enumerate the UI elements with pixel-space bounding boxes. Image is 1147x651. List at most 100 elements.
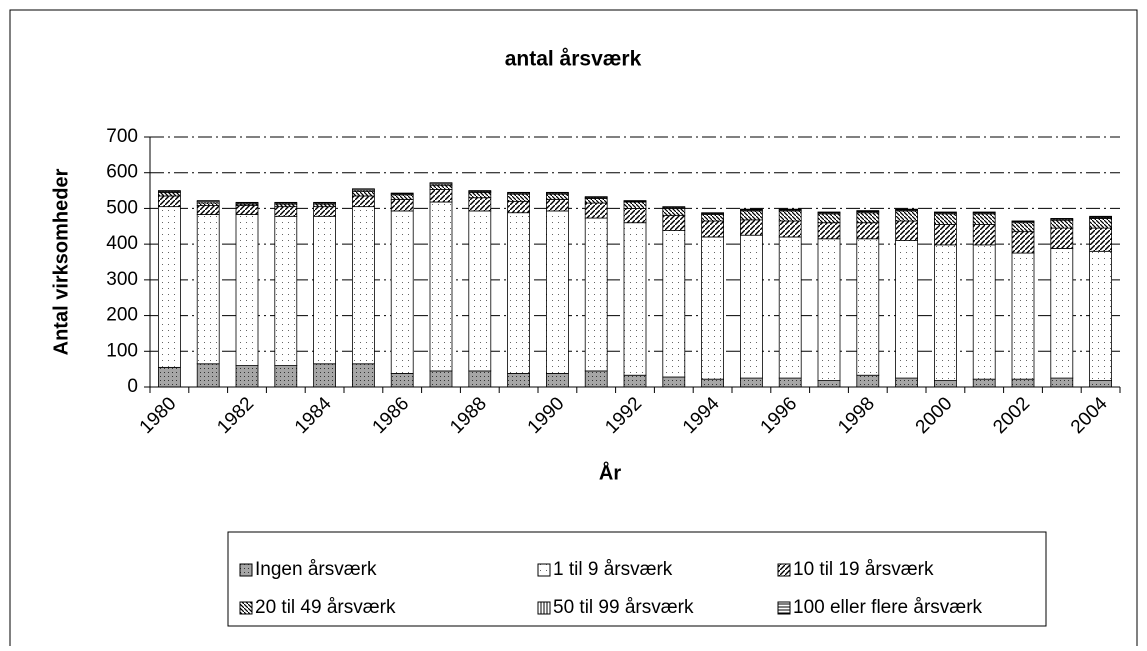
bar-segment [740, 234, 763, 379]
y-tick-label: 600 [106, 162, 138, 183]
bar-segment [817, 211, 841, 214]
bar-segment [468, 191, 492, 199]
bar-segment [157, 206, 181, 368]
bar-segment [313, 215, 337, 365]
bar-segment [584, 370, 608, 388]
bar-segment [701, 212, 724, 214]
bar-segment [274, 201, 298, 204]
bar-segment [546, 191, 569, 194]
bar-segment [856, 222, 880, 240]
legend-swatch [239, 601, 253, 615]
bar-segment [1089, 227, 1112, 252]
bar-segment [662, 206, 686, 208]
x-axis-title: År [599, 460, 621, 484]
bar-segment [351, 206, 375, 365]
bar-segment [468, 190, 492, 192]
bar-segment [196, 205, 220, 215]
bar-segment [507, 373, 531, 388]
bar-segment [856, 374, 880, 388]
legend-label: 50 til 99 årsværk [553, 597, 694, 618]
bar-segment [623, 200, 647, 202]
bar-segment [584, 202, 608, 219]
bar-segment [623, 374, 647, 388]
bar-segment [740, 219, 763, 236]
legend-swatch [537, 563, 551, 577]
bar-segment [623, 208, 647, 224]
bar-segment [429, 182, 453, 185]
bar-segment [274, 206, 298, 217]
bar-segment [895, 240, 918, 379]
bar-segment [662, 215, 686, 231]
bar-segment [351, 188, 375, 191]
legend-box [227, 531, 1047, 627]
legend-label: 10 til 19 årsværk [793, 559, 934, 580]
chart-title: antal årsværk [505, 48, 642, 71]
bar-segment [1011, 252, 1035, 380]
bar-segment [1050, 377, 1074, 388]
bar-segment [546, 210, 569, 374]
bar-segment [856, 210, 880, 213]
bar-segment [817, 238, 841, 381]
bar-segment [856, 212, 880, 224]
bar-segment [895, 377, 918, 388]
bar-segment [429, 184, 453, 190]
y-tick-label: 400 [106, 233, 138, 254]
y-tick-label: 500 [106, 197, 138, 218]
bar-segment [1050, 248, 1074, 379]
bar-segment [623, 201, 647, 209]
bar-segment [778, 377, 802, 388]
bar-segment [390, 194, 414, 200]
bar-segment [390, 373, 414, 388]
bar-segment [1050, 227, 1074, 249]
bar-segment [507, 193, 531, 202]
bar-segment [313, 363, 337, 388]
bar-segment [662, 208, 686, 216]
bar-segment [934, 211, 957, 214]
bar-segment [972, 224, 996, 246]
bar-segment [701, 214, 724, 222]
bar-segment [1050, 219, 1074, 229]
bar-segment [778, 236, 802, 379]
bar-segment [351, 363, 375, 388]
bar-segment [546, 193, 569, 200]
bar-segment [778, 210, 802, 222]
bar-segment [701, 378, 724, 388]
bar-segment [584, 217, 608, 372]
bar-segment [274, 215, 298, 366]
bar-segment [662, 230, 686, 378]
bar-segment [817, 222, 841, 240]
bar-segment [1011, 222, 1035, 233]
bar-segment [1011, 231, 1035, 254]
bar-segment [584, 196, 608, 198]
bar-segment [740, 377, 763, 388]
legend-swatch [537, 601, 551, 615]
legend-label: 20 til 49 årsværk [255, 597, 396, 618]
bar-segment [1089, 218, 1112, 229]
bar-segment [235, 214, 259, 366]
legend-swatch [777, 601, 791, 615]
bar-segment [701, 236, 724, 380]
bar-segment [817, 380, 841, 388]
bar-segment [157, 366, 181, 388]
bar-segment [468, 370, 492, 388]
bar-segment [895, 210, 918, 222]
bar-segment [972, 213, 996, 225]
bar-segment [546, 199, 569, 212]
bar-segment [390, 192, 414, 195]
bar-segment [351, 190, 375, 197]
bar-segment [895, 220, 918, 241]
bar-segment [1011, 220, 1035, 223]
bar-segment [274, 365, 298, 388]
legend-label: 100 eller flere årsværk [793, 597, 983, 618]
bar-segment [934, 244, 957, 381]
bar-segment [1011, 378, 1035, 388]
legend-label: 1 til 9 årsværk [553, 559, 673, 580]
bar-segment [429, 201, 453, 372]
y-tick-label: 700 [106, 126, 138, 147]
bar-segment [778, 208, 802, 211]
bar-segment [623, 222, 647, 376]
bar-segment [507, 212, 531, 374]
bar-segment [972, 378, 996, 388]
bar-segment [740, 210, 763, 221]
bar-segment [584, 198, 608, 204]
